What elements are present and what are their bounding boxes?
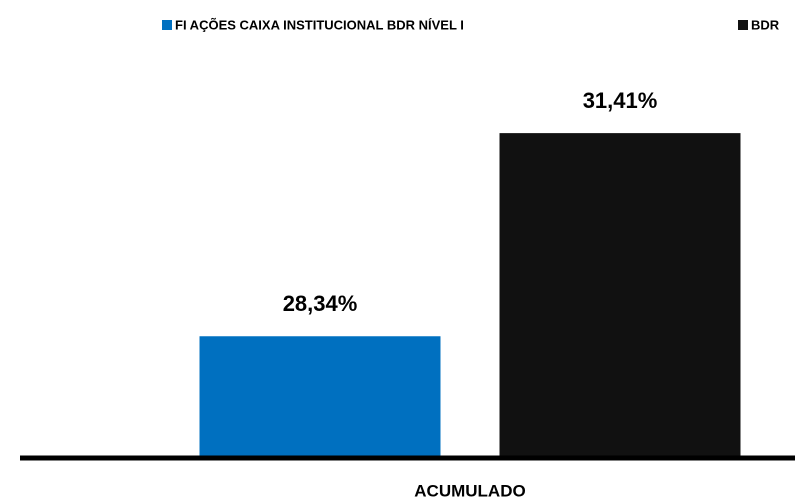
data-label: 28,34% (283, 291, 358, 316)
bar (499, 133, 741, 458)
legend-label: FI AÇÕES CAIXA INSTITUCIONAL BDR NÍVEL I (175, 17, 464, 32)
x-tick-label: ACUMULADO (414, 481, 525, 500)
legend-label: BDR (751, 17, 780, 32)
legend-swatch (162, 20, 172, 30)
data-label: 31,41% (583, 88, 658, 113)
legend-swatch (738, 20, 748, 30)
bar (199, 336, 441, 458)
